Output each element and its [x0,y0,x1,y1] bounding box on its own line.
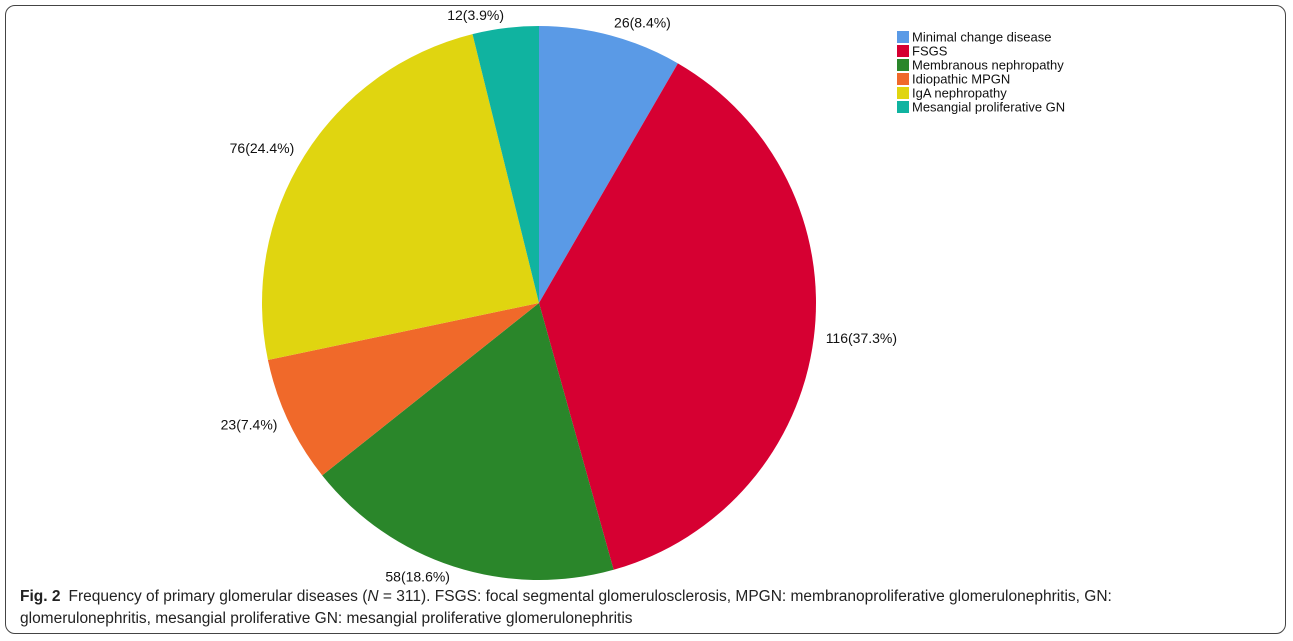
data-label: 23(7.4%) [221,417,278,433]
pie-slice [262,34,539,360]
legend-label: Mesangial proliferative GN [912,99,1065,114]
legend-swatch [897,59,909,71]
pie-slice [472,26,539,303]
data-label: 26(8.4%) [614,15,671,31]
caption-text: Frequency of primary glomerular diseases… [68,588,368,605]
caption-label: Fig. 2 [20,588,61,605]
legend-label: IgA nephropathy [912,85,1007,100]
data-label: 58(18.6%) [385,569,450,585]
pie-slice [322,303,614,580]
legend-label: Idiopathic MPGN [912,71,1010,86]
legend-swatch [897,73,909,85]
legend-label: FSGS [912,43,948,58]
data-label: 12(3.9%) [447,7,504,23]
legend-swatch [897,101,909,113]
legend-label: Minimal change disease [912,29,1051,44]
pie-slice [267,303,539,476]
legend-label: Membranous nephropathy [912,57,1064,72]
caption: Fig. 2 Frequency of primary glomerular di… [20,586,1170,630]
legend-swatch [897,31,909,43]
data-label: 76(24.4%) [230,140,295,156]
caption-text: N [367,588,379,605]
legend-swatch [897,87,909,99]
pie-slice [539,26,678,303]
chart: 26(8.4%) 116(37.3%) 58(18.6%) 23(7.4%) 76(24… [221,7,1066,585]
data-label: 116(37.3%) [826,330,897,346]
caption-text: = 311). FSGS: focal segmental glomerulos… [20,588,1112,627]
legend-swatch [897,45,909,57]
pie-slice [539,63,816,570]
figure-frame [5,5,1286,634]
